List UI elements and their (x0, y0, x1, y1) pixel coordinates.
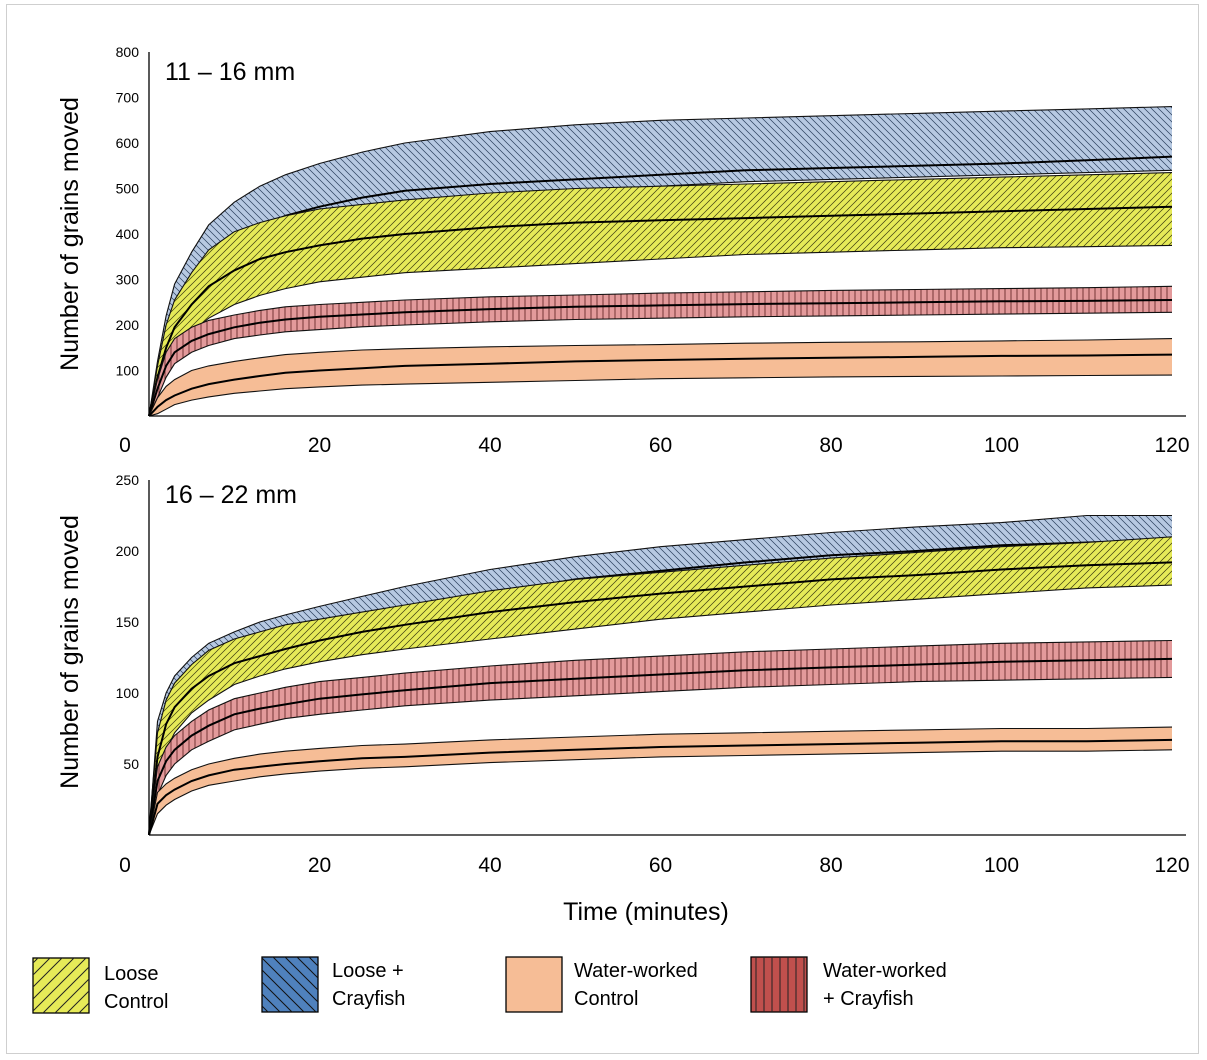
upper-line-loose-control (148, 536, 1173, 836)
x-tick-label: 100 (984, 854, 1019, 877)
y-axis-label: Number of grains moved (56, 97, 84, 371)
x-tick-label: 20 (308, 854, 331, 877)
mean-line-loose-control (148, 561, 1173, 836)
x-tick-label: 100 (984, 434, 1019, 457)
band-water-worked-control (149, 338, 1172, 416)
upper-line-loose-crayfish (148, 514, 1172, 836)
legend: Loose Control Loose + Crayfish Water-wor… (32, 956, 947, 1014)
panel-label: 11 – 16 mm (165, 58, 295, 86)
mean-line-loose-control (148, 205, 1173, 417)
lower-line-loose-control (148, 584, 1173, 836)
y-axis-label: Number of grains moved (56, 515, 84, 789)
legend-pattern-loose-crayfish (262, 957, 318, 1012)
legend-label-loose-crayfish-1: Loose + (332, 960, 404, 982)
y-tick-label: 700 (116, 90, 140, 106)
y-tick-label: 100 (116, 685, 140, 701)
legend-pattern-water-worked-crayfish (751, 957, 807, 1012)
legend-item-loose-control: Loose Control (32, 957, 168, 1014)
legend-label-loose-control-1: Loose (104, 963, 159, 985)
y-tick-label: 800 (116, 44, 140, 60)
band-hatch-loose-crayfish (149, 106, 1172, 416)
chart-panel-11-16mm: 100 200 300 400 500 600 700 800 0 20 40 60 80 100 120 1… (56, 44, 1190, 457)
chart-panel-16-22mm: 50 100 150 200 250 0 20 40 60 80 100 120 16 – 22 mm N… (56, 472, 1190, 877)
upper-line-water-worked-crayfish (148, 285, 1173, 417)
y-tick-label: 200 (116, 317, 140, 333)
legend-item-loose-crayfish: Loose + Crayfish (261, 956, 405, 1013)
mean-line-water-worked-crayfish (148, 657, 1173, 836)
x-tick-label: 60 (649, 434, 672, 457)
legend-item-water-worked-crayfish: Water-worked + Crayfish (750, 956, 947, 1013)
lower-line-water-worked-control (148, 374, 1173, 417)
band-hatch-loose-control (149, 536, 1172, 835)
y-tick-label: 150 (116, 614, 140, 630)
mean-line-water-worked-crayfish (148, 299, 1173, 417)
legend-pattern-loose-control (33, 958, 89, 1013)
legend-swatch-water-worked-control (505, 956, 563, 1013)
panel-label: 16 – 22 mm (165, 481, 297, 509)
band-hatch-water-worked-crayfish (149, 286, 1172, 416)
x-tick-label: 80 (819, 434, 842, 457)
y-tick-label: 200 (116, 543, 140, 559)
y-tick-label: 250 (116, 472, 140, 488)
y-tick-label: 100 (116, 363, 140, 379)
upper-line-water-worked-crayfish (148, 639, 1173, 836)
mean-line-water-worked-control (148, 738, 1173, 836)
band-hatch-loose-crayfish (149, 515, 1172, 835)
upper-line-water-worked-control (148, 726, 1173, 836)
mean-line-water-worked-control (148, 353, 1173, 417)
band-hatch-water-worked-crayfish (149, 640, 1172, 835)
upper-line-loose-control (148, 172, 1173, 417)
y-tick-label: 300 (116, 272, 140, 288)
x-tick-label: 120 (1154, 854, 1189, 877)
legend-label-water-worked-control-1: Water-worked (574, 960, 698, 982)
y-tick-label: 600 (116, 135, 140, 151)
lower-line-water-worked-control (148, 749, 1173, 836)
legend-label-water-worked-crayfish-1: Water-worked (823, 960, 947, 982)
legend-label-water-worked-control-2: Control (574, 988, 638, 1010)
upper-line-water-worked-control (148, 338, 1173, 417)
x-tick-label: 0 (119, 854, 131, 877)
upper-line-loose-crayfish (148, 106, 1173, 417)
legend-label-water-worked-crayfish-2: + Crayfish (823, 988, 914, 1010)
x-tick-label: 40 (478, 434, 501, 457)
x-tick-label: 120 (1154, 434, 1189, 457)
lower-line-water-worked-crayfish (148, 311, 1173, 417)
legend-item-water-worked-control: Water-worked Control (505, 956, 698, 1013)
x-tick-label: 20 (308, 434, 331, 457)
legend-label-loose-crayfish-2: Crayfish (332, 988, 405, 1010)
figure-frame (6, 4, 1199, 1054)
y-tick-label: 500 (116, 181, 140, 197)
x-tick-label: 60 (649, 854, 672, 877)
band-water-worked-control (149, 727, 1172, 835)
x-axis-label: Time (minutes) (563, 898, 729, 926)
y-tick-label: 400 (116, 226, 140, 242)
lower-line-water-worked-crayfish (148, 676, 1173, 836)
x-tick-label: 40 (478, 854, 501, 877)
y-tick-label: 50 (123, 756, 139, 772)
x-tick-label: 80 (819, 854, 842, 877)
x-tick-label: 0 (119, 434, 131, 457)
legend-label-loose-control-2: Control (104, 991, 168, 1013)
